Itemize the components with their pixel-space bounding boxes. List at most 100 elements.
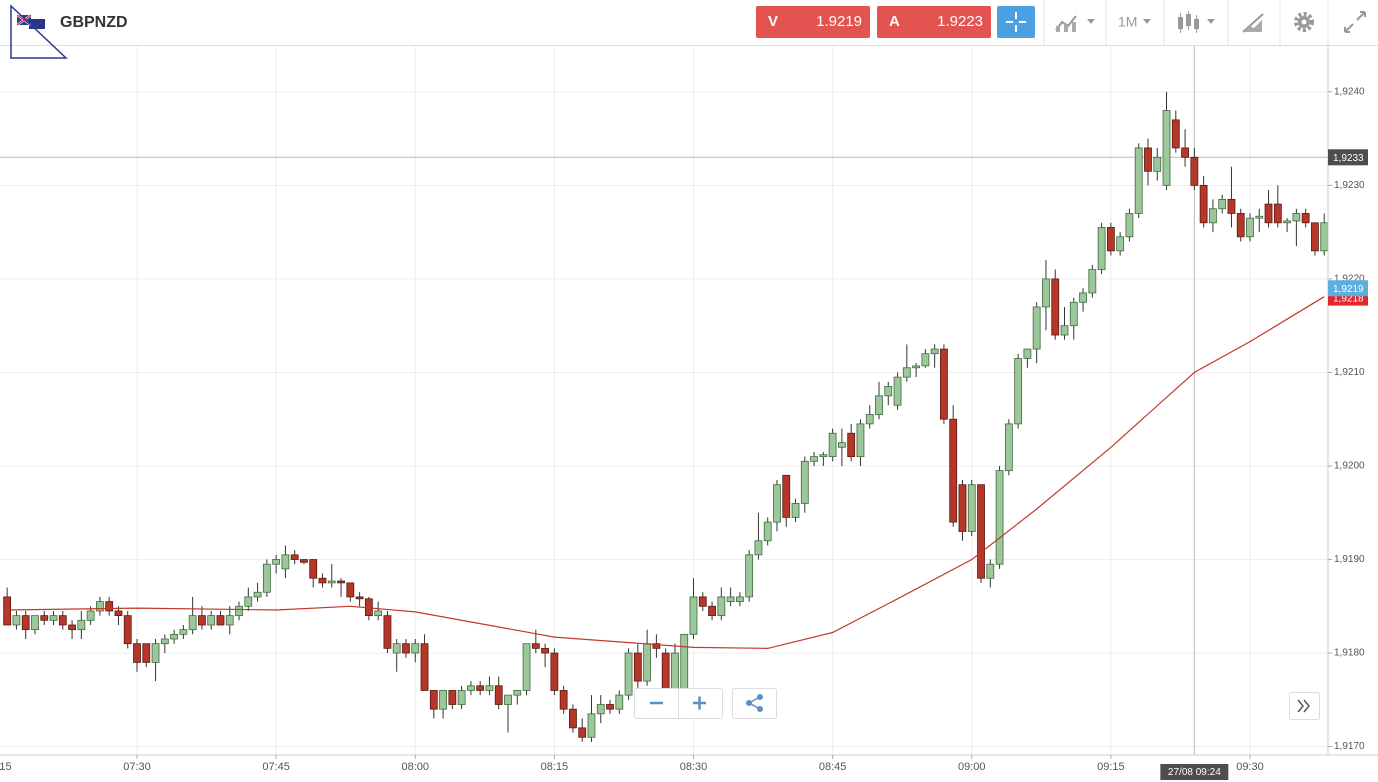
x-tick-label: 07:15 [0, 761, 12, 773]
candle-body [1069, 301, 1078, 327]
x-tick-label: 08:30 [680, 761, 708, 773]
candle-body [596, 704, 605, 715]
candle-body [96, 601, 104, 612]
candle-body [1199, 184, 1208, 224]
x-tick-label: 09:30 [1236, 761, 1264, 773]
candle-body [763, 521, 772, 542]
buy-button[interactable] [877, 6, 991, 38]
x-tick-label: 08:00 [401, 761, 429, 773]
candle-body [856, 423, 865, 458]
sell-label: V [768, 13, 778, 30]
share-box[interactable] [732, 688, 777, 719]
candle-body [838, 442, 846, 448]
price-marker [1328, 280, 1368, 297]
candle-body [550, 652, 559, 691]
x-tick-label: 09:00 [958, 761, 986, 773]
candle-body [58, 615, 67, 626]
crosshair-icon [1006, 12, 1026, 32]
toolbar-separators [1043, 0, 1329, 45]
candle-body [1079, 292, 1087, 303]
candle-body [921, 353, 930, 367]
candle-body [865, 414, 874, 425]
y-tick-label: 1,9210 [1334, 367, 1365, 378]
candle-body [615, 694, 624, 710]
candle-body [782, 474, 791, 518]
candle-body [207, 615, 216, 626]
candle-body [578, 727, 587, 738]
axes-layer: 1,91701,91801,91901,92001,92101,92201,92… [0, 45, 1378, 773]
candle-body [374, 610, 383, 617]
candle-body [235, 605, 243, 617]
candle-body [1014, 358, 1023, 425]
candle-body [1125, 213, 1134, 238]
crosshair-price-box [1328, 149, 1368, 166]
settings-button[interactable] [1294, 12, 1314, 32]
candle-body [105, 601, 114, 612]
candle-body [680, 633, 689, 691]
candle-body [3, 596, 12, 626]
candle-body [1264, 203, 1273, 224]
candle-body [1162, 110, 1171, 186]
candle-body [1032, 306, 1041, 350]
candle-body [800, 460, 809, 504]
candle-body [439, 690, 447, 710]
candle-body [977, 484, 985, 579]
candle-body [708, 605, 716, 617]
candle-body [123, 615, 132, 645]
candle-body [717, 596, 726, 617]
candle-body [1246, 217, 1254, 238]
candle-body [31, 615, 39, 631]
y-tick-label: 1,9170 [1334, 741, 1365, 752]
candle-body [402, 643, 410, 654]
candle-body [216, 615, 225, 626]
candle-body [912, 365, 920, 369]
candle-body [884, 386, 893, 397]
buy-price: 1.9223 [937, 13, 983, 30]
zoom-in[interactable] [693, 696, 706, 710]
candle-body [930, 348, 939, 355]
candle-body [1116, 236, 1125, 252]
y-tick-label: 1,9190 [1334, 554, 1365, 565]
candle-body [569, 708, 577, 729]
candle-body [494, 685, 503, 705]
candle-body [643, 643, 652, 682]
y-tick-label: 1,9200 [1334, 461, 1365, 472]
candle-body [698, 596, 707, 607]
candle-body [633, 652, 642, 682]
sell-button[interactable] [756, 6, 870, 38]
candle-body [1153, 156, 1162, 172]
fullscreen-button[interactable] [1344, 11, 1366, 33]
candle-body [1190, 156, 1199, 186]
candle-body [1320, 222, 1328, 252]
candle-body [1060, 325, 1069, 336]
chart-type-button[interactable] [1178, 11, 1215, 33]
candle-body [142, 643, 151, 663]
scroll-right-button[interactable] [1289, 692, 1320, 720]
timeframe[interactable]: 1M [1118, 14, 1137, 30]
candle-body [68, 624, 76, 631]
candle-body [522, 643, 531, 691]
candle-body [1301, 213, 1310, 224]
indicator-button[interactable] [1055, 15, 1095, 32]
candle-body [327, 580, 336, 584]
candle-body [735, 596, 744, 603]
candle-body [661, 652, 670, 691]
candle-body [1227, 198, 1236, 214]
candle-body [773, 484, 781, 523]
candle-body [1218, 198, 1227, 210]
candle-body [559, 690, 568, 710]
crosshair-button[interactable] [997, 6, 1035, 38]
candle-body [1283, 220, 1291, 224]
candle-body [513, 690, 522, 696]
x-tick-label: 07:30 [123, 761, 151, 773]
candle-body [726, 596, 735, 603]
candle-body [541, 647, 549, 654]
candle-body [1171, 119, 1180, 149]
candle-body [958, 484, 967, 532]
drawing-button[interactable] [1242, 13, 1264, 33]
candle-body [429, 690, 438, 710]
candle-body [1023, 348, 1032, 359]
